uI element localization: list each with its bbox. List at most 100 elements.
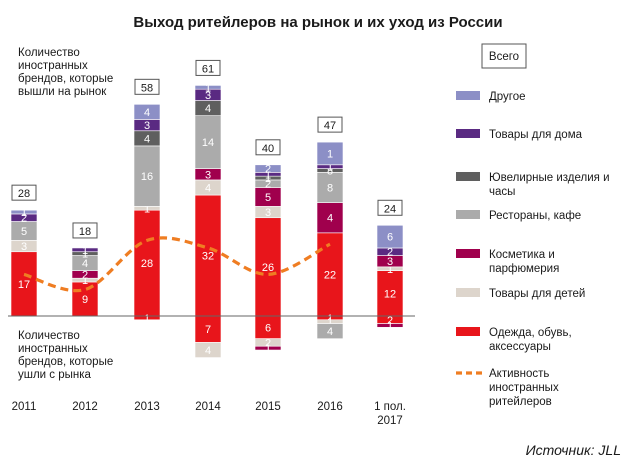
- bar-segment-exited: [194, 342, 222, 358]
- bar-segment: [10, 251, 38, 317]
- bar-segment-label: 3: [387, 256, 393, 268]
- bar-segment: [133, 145, 161, 207]
- bar-segment-label: 1: [82, 245, 88, 257]
- legend-total-box: [481, 43, 527, 69]
- total-box: [72, 222, 98, 239]
- bar-segment-exited: [194, 315, 222, 343]
- legend: Всего Другое Товары для дома Ювелирные изде…: [456, 43, 610, 408]
- note-exited-line: ушли с рынка: [18, 369, 92, 381]
- bar-segment: [194, 115, 222, 169]
- bar-segment-label: 4: [205, 103, 211, 115]
- x-tick-label: 1 пол.: [374, 401, 406, 413]
- bar-segment: [376, 224, 404, 249]
- legend-swatch: [456, 129, 480, 138]
- bar-segment: [316, 232, 344, 317]
- legend-label: Другое: [489, 91, 526, 103]
- x-tick-label: 2012: [72, 401, 98, 413]
- bar-segment-label: 3: [205, 90, 211, 102]
- total-label: 61: [202, 63, 214, 75]
- total-box: [255, 139, 281, 156]
- bar-segment-exited: [376, 323, 404, 328]
- chart-title: Выход ритейлеров на рынок и их уход из Р…: [133, 14, 502, 31]
- bar-segment: [10, 209, 38, 215]
- legend-total-label: Всего: [489, 51, 519, 63]
- bar-segment-exited-label: 4: [205, 345, 211, 357]
- bar-segment-label: 1: [265, 169, 271, 181]
- bar-segment-label: 4: [82, 258, 88, 270]
- bar-segment-label: 2: [82, 269, 88, 281]
- bar-segment-label: 14: [202, 137, 214, 149]
- bar-segment: [71, 247, 99, 253]
- legend-label: парфюмерия: [489, 263, 559, 275]
- activity-line: [23, 236, 331, 293]
- legend-swatch: [456, 210, 480, 219]
- x-tick-label: 2011: [12, 401, 37, 413]
- total-box: [377, 199, 403, 216]
- bar-segment: [133, 104, 161, 120]
- legend-activity-label: ритейлеров: [489, 396, 552, 408]
- total-label: 40: [262, 143, 274, 155]
- note-exited-line: Количество: [18, 330, 80, 342]
- x-tick-label: 2014: [195, 401, 221, 413]
- bar-group: 28 1 16 434 1 58: [133, 78, 161, 325]
- bar-segment-label: 5: [21, 226, 27, 238]
- bar-segment: [194, 85, 222, 90]
- bar-segment-label: 22: [324, 269, 336, 281]
- bar-segment-exited-label: 4: [327, 326, 333, 338]
- legend-activity-label: Активность: [489, 368, 549, 380]
- bar-segment-label: 16: [141, 171, 153, 183]
- x-tick-label: 2017: [377, 415, 403, 427]
- legend-swatch: [456, 91, 480, 100]
- bar-segment-label: 2: [265, 179, 271, 191]
- bar-segment-label: 1: [327, 162, 333, 174]
- bar-segment-label: 32: [202, 251, 214, 263]
- bar-segment-label: 1: [205, 82, 211, 94]
- total-box: [195, 59, 221, 76]
- bar-segment-label: 3: [205, 169, 211, 181]
- bar-segment-exited: [316, 323, 344, 339]
- bar-segment-label: 28: [141, 258, 153, 270]
- legend-swatch: [456, 249, 480, 258]
- total-label: 18: [79, 226, 91, 238]
- bar-segment-label: 6: [387, 232, 393, 244]
- total-box: [11, 184, 37, 201]
- note-exited-line: иностранных: [18, 343, 88, 355]
- bar-segment-exited-label: 7: [205, 324, 211, 336]
- bar-segment-label: 4: [144, 133, 150, 145]
- bar-segment-label: 3: [265, 207, 271, 219]
- total-box: [134, 78, 160, 95]
- legend-label: Ювелирные изделия и: [489, 172, 610, 184]
- bar-segment-exited: [254, 345, 282, 351]
- bar-segment-label: 1: [327, 148, 333, 160]
- note-entered-line: иностранных: [18, 60, 88, 72]
- total-label: 28: [18, 188, 30, 200]
- legend-label: Товары для дома: [489, 129, 583, 141]
- bar-segment-label: 9: [82, 294, 88, 306]
- bar-segment-exited-label: 1: [327, 313, 333, 325]
- bar-segment-exited-label: 1: [327, 317, 333, 329]
- bar-segment-label: 8: [327, 165, 333, 177]
- bar-segment-label: 2: [21, 213, 27, 225]
- bar-segment: [316, 141, 344, 166]
- total-box: [317, 116, 343, 133]
- bar-segment-label: 17: [18, 279, 30, 291]
- legend-label: Одежда, обувь,: [489, 327, 572, 339]
- bar-segment-label: 1: [82, 275, 88, 287]
- note-entered-line: вышли на рынок: [18, 86, 107, 98]
- bar-segment-exited-label: 2: [387, 315, 393, 327]
- bar-segment-label: 3: [21, 241, 27, 253]
- legend-swatch: [456, 172, 480, 181]
- x-tick-labels: 2011 2012 2013 2014 2015 2016 1 пол. 2017: [12, 401, 406, 427]
- bar-segment: [316, 172, 344, 203]
- legend-label: аксессуары: [489, 341, 551, 353]
- legend-label: Косметика и: [489, 249, 555, 261]
- bar-segment: [316, 202, 344, 234]
- bar-segment: [254, 217, 282, 317]
- x-tick-label: 2016: [317, 401, 343, 413]
